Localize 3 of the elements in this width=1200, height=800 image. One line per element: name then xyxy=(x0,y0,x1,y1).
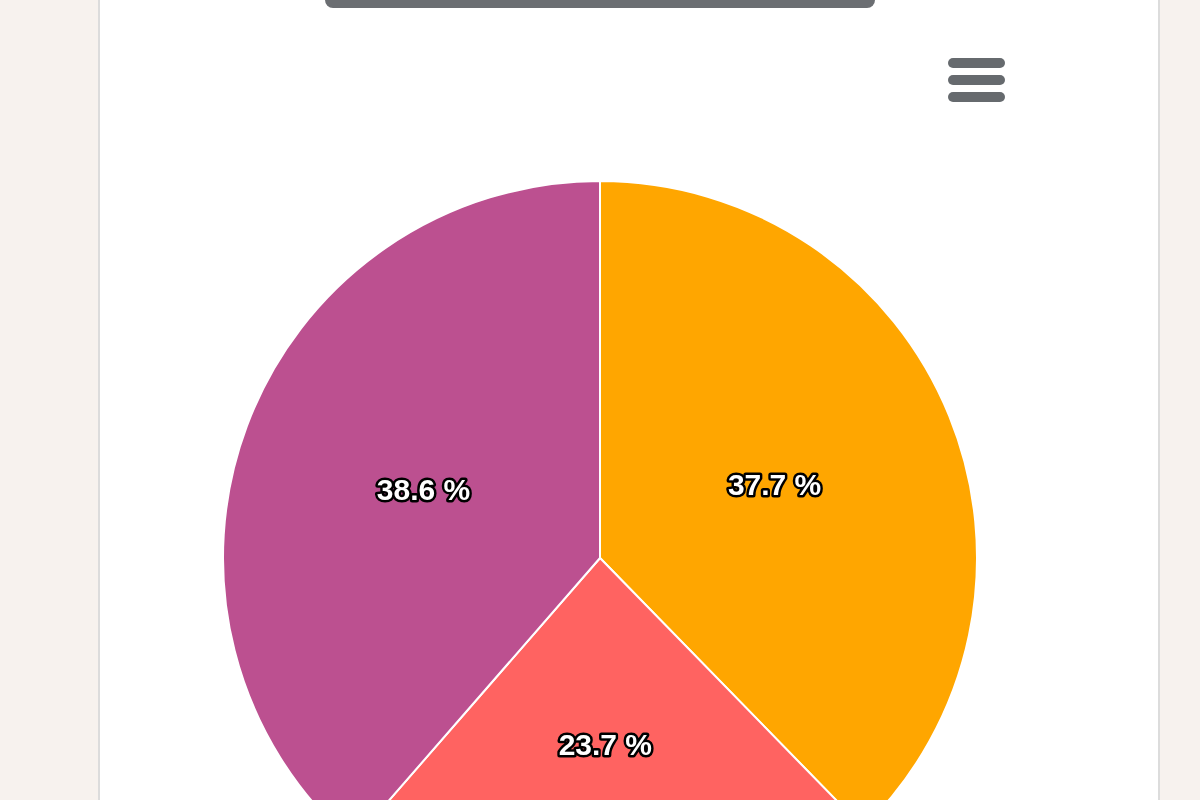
data-label: 37.7 % xyxy=(727,468,822,502)
data-label: 23.7 % xyxy=(558,727,653,761)
data-label: 38.6 % xyxy=(376,473,471,507)
